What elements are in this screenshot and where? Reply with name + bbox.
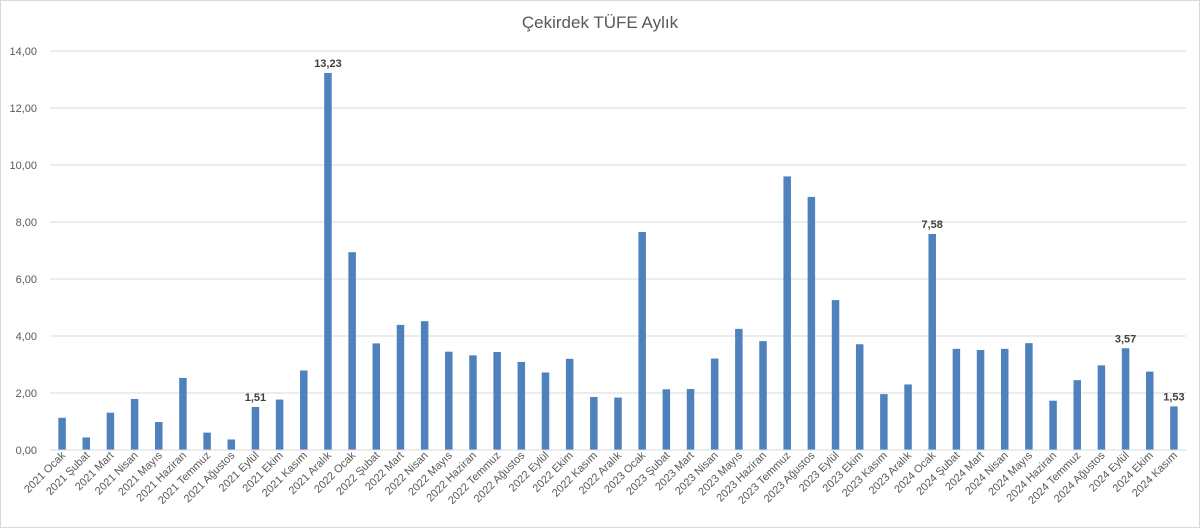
- bar: [1073, 380, 1081, 450]
- data-label: 13,23: [314, 58, 342, 70]
- bar: [1170, 406, 1178, 450]
- bars: [58, 72, 1178, 450]
- y-axis-ticks: 0,00 2,00 4,00 6,00 8,00 10,00 12,00 14,00: [9, 46, 37, 457]
- bar: [445, 351, 453, 450]
- bar: [469, 355, 477, 450]
- gridlines: [50, 50, 1186, 451]
- chart-title: Çekirdek TÜFE Aylık: [521, 13, 679, 32]
- bar: [759, 341, 767, 450]
- bar: [590, 396, 598, 450]
- bar: [275, 399, 284, 450]
- data-label: 3,57: [1115, 333, 1136, 345]
- bar: [517, 361, 526, 450]
- bar: [203, 432, 211, 450]
- y-tick-label: 8,00: [16, 217, 37, 229]
- y-tick-label: 14,00: [9, 46, 37, 58]
- bar: [662, 389, 671, 450]
- bar: [396, 324, 405, 450]
- bar: [1000, 348, 1009, 450]
- bar: [1121, 348, 1130, 450]
- bar: [227, 439, 236, 450]
- bar: [807, 196, 816, 450]
- y-tick-label: 6,00: [16, 274, 37, 286]
- bar: [251, 406, 260, 450]
- bar: [541, 372, 550, 450]
- bar: [928, 233, 936, 450]
- data-label: 7,58: [922, 219, 943, 231]
- y-tick-label: 4,00: [16, 331, 37, 343]
- bar: [783, 176, 791, 450]
- bar: [1097, 365, 1106, 450]
- bar: [300, 370, 308, 450]
- bar: [324, 72, 332, 450]
- data-labels: 1,51 13,23 7,58 3,57 1,53: [245, 58, 1185, 404]
- bar: [420, 321, 429, 450]
- bar: [106, 412, 115, 450]
- y-tick-label: 2,00: [16, 388, 37, 400]
- bar: [904, 384, 912, 450]
- bar: [976, 349, 985, 450]
- bar: [179, 377, 187, 450]
- bar: [710, 358, 719, 450]
- bar: [880, 394, 888, 450]
- bar: [130, 398, 139, 450]
- bar: [831, 300, 840, 450]
- y-tick-label: 12,00: [9, 103, 37, 115]
- bar: [1049, 400, 1057, 450]
- bar: [493, 351, 501, 450]
- bar: [735, 328, 743, 450]
- bar: [686, 389, 695, 450]
- bar: [565, 358, 574, 450]
- bar: [1025, 343, 1033, 450]
- data-label: 1,51: [245, 392, 266, 404]
- bar: [82, 437, 91, 450]
- bar: [372, 343, 381, 450]
- data-label: 1,53: [1163, 391, 1184, 403]
- bar: [855, 344, 864, 450]
- y-tick-label: 0,00: [16, 445, 37, 457]
- bar: [1145, 371, 1154, 450]
- bar: [58, 417, 66, 450]
- bar: [638, 231, 646, 450]
- bar: [348, 252, 356, 450]
- bar: [155, 422, 163, 450]
- y-tick-label: 10,00: [9, 160, 37, 172]
- bar: [614, 397, 622, 450]
- bar: [952, 348, 961, 450]
